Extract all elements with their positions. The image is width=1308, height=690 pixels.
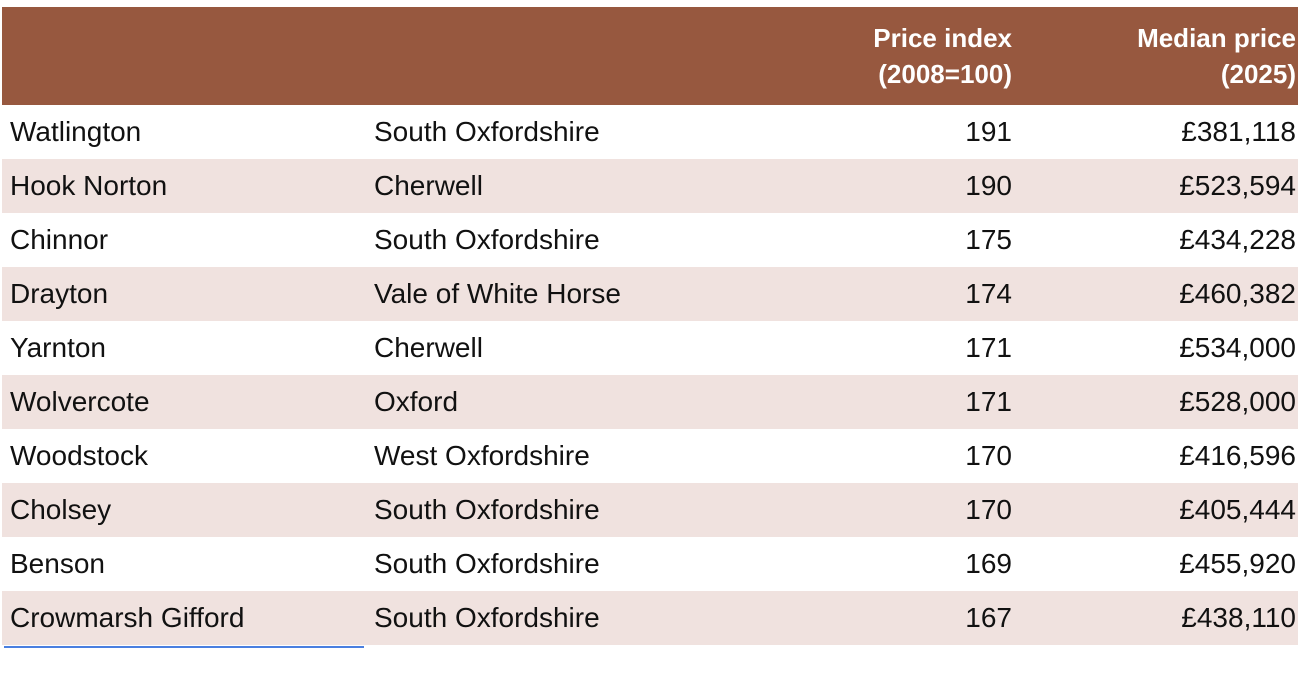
cell-place[interactable]: Woodstock [10, 440, 148, 471]
cell-district[interactable]: South Oxfordshire [374, 494, 600, 525]
cell-district[interactable]: South Oxfordshire [374, 224, 600, 255]
cell-index[interactable]: 170 [965, 440, 1012, 471]
cell-place[interactable]: Watlington [10, 116, 142, 147]
header-median-price[interactable]: Median price (2025) [1137, 23, 1296, 89]
cell-place[interactable]: Hook Norton [10, 170, 168, 201]
cell-index[interactable]: 191 [965, 116, 1012, 147]
cell-price[interactable]: £381,118 [1181, 116, 1296, 147]
cell-place[interactable]: Wolvercote [10, 386, 150, 417]
cell-price[interactable]: £534,000 [1179, 332, 1296, 363]
cell-index[interactable]: 171 [965, 332, 1012, 363]
table-row: Drayton Vale of White Horse 174 £460,382 [2, 267, 1298, 321]
cell-place-text: Crowmarsh Gifford [10, 602, 245, 633]
table-row: Woodstock West Oxfordshire 170 £416,596 [2, 429, 1298, 483]
selection-underline [4, 646, 364, 648]
cell-index[interactable]: 169 [965, 548, 1012, 579]
table-row: Watlington South Oxfordshire 191 £381,11… [2, 105, 1298, 159]
table-header: Price index (2008=100) Median price (202… [2, 7, 1298, 105]
cell-price[interactable]: £405,444 [1179, 494, 1296, 525]
cell-index[interactable]: 190 [965, 170, 1012, 201]
cell-district[interactable]: Cherwell [374, 170, 483, 201]
header-price-index[interactable]: Price index (2008=100) [873, 23, 1012, 89]
cell-index[interactable]: 175 [965, 224, 1012, 255]
cell-district[interactable]: Cherwell [374, 332, 483, 363]
cell-place[interactable]: Cholsey [10, 494, 112, 525]
cell-district[interactable]: South Oxfordshire [374, 602, 600, 633]
cell-price[interactable]: £438,110 [1181, 602, 1296, 633]
price-table: Price index (2008=100) Median price (202… [2, 7, 1298, 648]
cell-place[interactable]: Yarnton [10, 332, 106, 363]
cell-price[interactable]: £460,382 [1179, 278, 1296, 309]
cell-place[interactable]: Benson [10, 548, 105, 579]
cell-district[interactable]: Oxford [374, 386, 459, 417]
cell-price[interactable]: £528,000 [1179, 386, 1296, 417]
table-row: Yarnton Cherwell 171 £534,000 [2, 321, 1298, 375]
cell-district[interactable]: Vale of White Horse [374, 278, 621, 309]
cell-place-selected[interactable]: Crowmarsh Gifford [2, 602, 362, 634]
cell-place[interactable]: Chinnor [10, 224, 109, 255]
table-row: Cholsey South Oxfordshire 170 £405,444 [2, 483, 1298, 537]
table-row: Wolvercote Oxford 171 £528,000 [2, 375, 1298, 429]
cell-index[interactable]: 170 [965, 494, 1012, 525]
table-row: Chinnor South Oxfordshire 175 £434,228 [2, 213, 1298, 267]
cell-index[interactable]: 174 [965, 278, 1012, 309]
cell-place[interactable]: Drayton [10, 278, 109, 309]
cell-index[interactable]: 171 [965, 386, 1012, 417]
cell-district[interactable]: South Oxfordshire [374, 548, 600, 579]
cell-price[interactable]: £523,594 [1179, 170, 1296, 201]
cell-price[interactable]: £434,228 [1179, 224, 1296, 255]
table-row: Benson South Oxfordshire 169 £455,920 [2, 537, 1298, 591]
cell-district[interactable]: South Oxfordshire [374, 116, 600, 147]
table-row: Crowmarsh Gifford South Oxfordshire 167 … [2, 591, 1298, 648]
cell-index[interactable]: 167 [965, 602, 1012, 633]
cell-district[interactable]: West Oxfordshire [374, 440, 590, 471]
table-row: Hook Norton Cherwell 190 £523,594 [2, 159, 1298, 213]
cell-price[interactable]: £416,596 [1179, 440, 1296, 471]
cell-price[interactable]: £455,920 [1179, 548, 1296, 579]
